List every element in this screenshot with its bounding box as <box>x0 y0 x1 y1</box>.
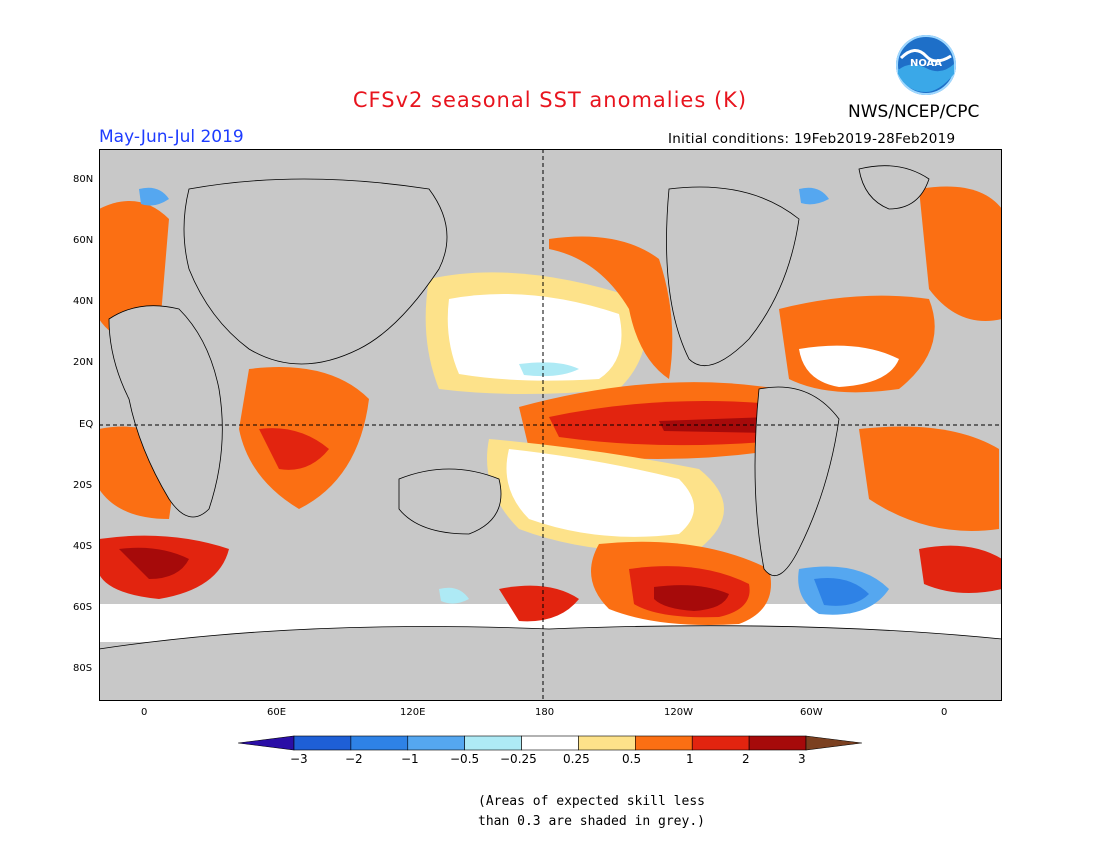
lon-label: 60E <box>267 707 287 718</box>
indian-ocean-red <box>259 428 329 470</box>
colorbar-tick: 0.25 <box>563 752 590 766</box>
colorbar-tick: −3 <box>290 752 308 766</box>
colorbar-segment <box>350 735 409 751</box>
colorbar-segment <box>805 735 862 751</box>
colorbar-segment <box>578 735 636 751</box>
chart-title: CFSv2 seasonal SST anomalies (K) <box>352 88 748 112</box>
initial-conditions: Initial conditions: 19Feb2019-28Feb2019 <box>668 131 956 147</box>
natl-east-orange <box>919 186 1002 321</box>
so-lightblue <box>439 587 469 604</box>
colorbar-segment <box>748 735 807 751</box>
lat-label: 60S <box>73 602 93 613</box>
lat-label: 20S <box>73 480 93 491</box>
lon-label: 60W <box>800 707 823 718</box>
colorbar-segment <box>293 735 352 751</box>
so-east-red <box>919 545 1002 593</box>
colorbar-segment <box>407 735 465 751</box>
natl-white <box>799 345 899 387</box>
lon-label: 120W <box>664 707 693 718</box>
colorbar-tick: −0.25 <box>500 752 537 766</box>
continents <box>99 165 1002 701</box>
so-west-darkred <box>119 547 189 579</box>
colorbar-tick: 1 <box>686 752 694 766</box>
colorbar-segment <box>635 735 693 751</box>
spac-white <box>506 449 694 537</box>
footnote-line: (Areas of expected skill less <box>478 794 705 809</box>
arctic-blue-2 <box>799 187 829 205</box>
lat-label: 60N <box>73 235 94 246</box>
noaa-logo: NOAA <box>896 35 956 95</box>
lon-label: 0 <box>941 707 948 718</box>
greenland <box>858 165 930 210</box>
south-america <box>754 386 840 576</box>
satl-deepblue <box>814 578 869 606</box>
lat-label: 80N <box>73 174 94 185</box>
lat-label: EQ <box>79 419 94 430</box>
africa <box>108 305 223 518</box>
australia <box>398 468 502 535</box>
lon-label: 120E <box>400 707 426 718</box>
colorbar <box>238 735 862 751</box>
nepac-orange <box>549 236 673 379</box>
npac-white <box>447 294 622 381</box>
footnote-line: than 0.3 are shaded in grey.) <box>478 814 705 829</box>
colorbar-segment <box>521 735 579 751</box>
colorbar-tick: −2 <box>345 752 363 766</box>
so-mid-red <box>499 585 579 622</box>
lat-label: 20N <box>73 357 94 368</box>
eurasia <box>183 178 448 365</box>
colorbar-tick: −0.5 <box>450 752 480 766</box>
arctic-blue-1 <box>139 187 169 206</box>
forecast-period: May-Jun-Jul 2019 <box>99 127 244 147</box>
colorbar-segment <box>464 735 522 751</box>
npac-lightblue <box>519 362 579 377</box>
colorbar-segment <box>691 735 750 751</box>
colorbar-segment <box>238 735 295 751</box>
lat-label: 40N <box>73 296 94 307</box>
sst-anomaly-map <box>99 149 1002 701</box>
satl-orange <box>859 426 999 531</box>
logo-text: NOAA <box>910 58 942 69</box>
spac-darkred <box>654 585 729 611</box>
footnote: (Areas of expected skill less than 0.3 a… <box>478 792 705 832</box>
colorbar-tick: −1 <box>401 752 419 766</box>
antarctica <box>99 625 1002 701</box>
colorbar-tick: 3 <box>798 752 806 766</box>
lat-label: 40S <box>73 541 93 552</box>
agency-label: NWS/NCEP/CPC <box>848 102 980 122</box>
lon-label: 0 <box>141 707 148 718</box>
lon-label: 180 <box>535 707 555 718</box>
north-america <box>666 186 800 367</box>
colorbar-tick: 2 <box>742 752 750 766</box>
lat-label: 80S <box>73 663 93 674</box>
colorbar-tick: 0.5 <box>622 752 642 766</box>
